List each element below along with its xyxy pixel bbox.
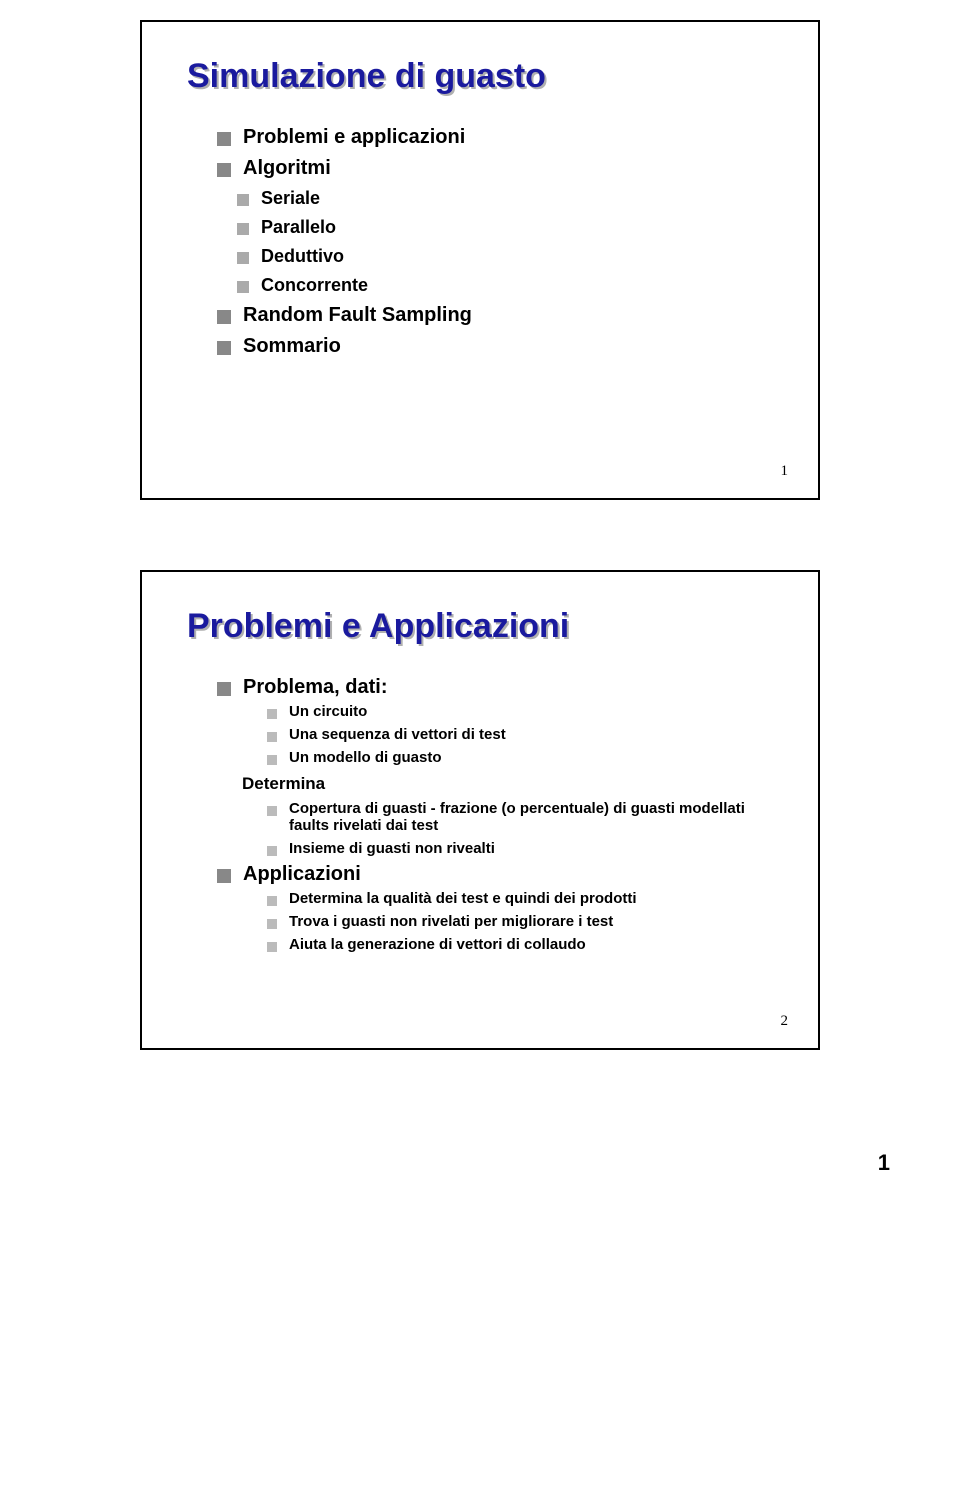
item-text: Un modello di guasto (289, 749, 442, 766)
list-item: Aiuta la generazione di vettori di colla… (267, 936, 773, 953)
bullet-list: Problemi e applicazioni Algoritmi (187, 126, 773, 180)
slide-2: Problemi e Applicazioni Problema, dati: … (140, 570, 820, 1050)
bullet-icon (237, 281, 249, 293)
list-item: Parallelo (237, 217, 773, 238)
item-text: Concorrente (261, 275, 368, 296)
sublabel-determina: Determina (187, 774, 773, 794)
list-item: Una sequenza di vettori di test (267, 726, 773, 743)
bullet-list-l3: Copertura di guasti - frazione (o percen… (187, 800, 773, 857)
item-text: Determina la qualità dei test e quindi d… (289, 890, 637, 907)
bullet-icon (217, 310, 231, 324)
bullet-list-l3: Un circuito Una sequenza di vettori di t… (187, 703, 773, 766)
bullet-list: Problema, dati: (187, 676, 773, 699)
bullet-icon (217, 132, 231, 146)
bullet-icon (217, 682, 231, 696)
item-text: Copertura di guasti - frazione (o percen… (289, 800, 773, 834)
slide-1: Simulazione di guasto Problemi e applica… (140, 20, 820, 500)
slide-number: 1 (781, 463, 789, 480)
bullet-list-l3: Determina la qualità dei test e quindi d… (187, 890, 773, 953)
bullet-icon (267, 732, 277, 742)
list-item: Un modello di guasto (267, 749, 773, 766)
item-text: Algoritmi (243, 157, 331, 180)
bullet-icon (267, 755, 277, 765)
bullet-icon (267, 806, 277, 816)
item-text: Seriale (261, 188, 320, 209)
list-item: Seriale (237, 188, 773, 209)
bullet-icon (237, 252, 249, 264)
list-item: Concorrente (237, 275, 773, 296)
list-item: Sommario (217, 335, 773, 358)
bullet-icon (267, 942, 277, 952)
item-text: Parallelo (261, 217, 336, 238)
item-text: Una sequenza di vettori di test (289, 726, 506, 743)
bullet-icon (217, 163, 231, 177)
bullet-icon (217, 341, 231, 355)
list-item: Determina la qualità dei test e quindi d… (267, 890, 773, 907)
list-item: Insieme di guasti non rivealti (267, 840, 773, 857)
bullet-icon (267, 919, 277, 929)
list-item: Trova i guasti non rivelati per migliora… (267, 913, 773, 930)
list-item: Un circuito (267, 703, 773, 720)
item-text: Insieme di guasti non rivealti (289, 840, 495, 857)
bullet-list: Applicazioni (187, 863, 773, 886)
bullet-icon (267, 709, 277, 719)
bullet-icon (237, 223, 249, 235)
item-text: Deduttivo (261, 246, 344, 267)
bullet-icon (267, 896, 277, 906)
item-text: Trova i guasti non rivelati per migliora… (289, 913, 613, 930)
list-item: Random Fault Sampling (217, 304, 773, 327)
list-item: Copertura di guasti - frazione (o percen… (267, 800, 773, 834)
item-text: Sommario (243, 335, 341, 358)
list-item: Problema, dati: (217, 676, 773, 699)
item-text: Applicazioni (243, 863, 361, 886)
list-item: Algoritmi (217, 157, 773, 180)
item-text: Aiuta la generazione di vettori di colla… (289, 936, 586, 953)
item-text: Un circuito (289, 703, 367, 720)
list-item: Applicazioni (217, 863, 773, 886)
bullet-icon (237, 194, 249, 206)
list-item: Deduttivo (237, 246, 773, 267)
item-text: Problema, dati: (243, 676, 387, 699)
item-text: Problemi e applicazioni (243, 126, 465, 149)
bullet-list: Random Fault Sampling Sommario (187, 304, 773, 358)
bullet-icon (217, 869, 231, 883)
bullet-icon (267, 846, 277, 856)
slide-title: Simulazione di guasto (187, 57, 773, 96)
page-number: 1 (30, 1120, 930, 1176)
slide-title: Problemi e Applicazioni (187, 607, 773, 646)
slide-number: 2 (781, 1013, 789, 1030)
bullet-list-l2: Seriale Parallelo Deduttivo Concorrente (187, 188, 773, 296)
item-text: Random Fault Sampling (243, 304, 472, 327)
list-item: Problemi e applicazioni (217, 126, 773, 149)
